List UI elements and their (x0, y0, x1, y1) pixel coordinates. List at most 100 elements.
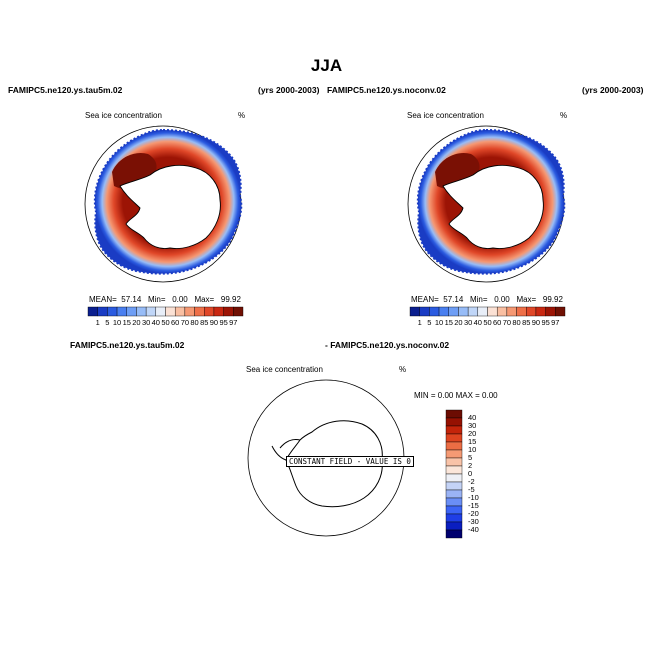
colorbar-swatch (477, 306, 488, 317)
colorbar-swatch (409, 306, 420, 317)
colorbar-swatch (116, 306, 127, 317)
colorbar-tick-label: 85 (522, 318, 531, 327)
difference-field-title: Sea ice concentration (246, 365, 323, 374)
colorbar-swatch (165, 306, 176, 317)
colorbar-swatch (445, 473, 463, 483)
top-right-case-label: FAMIPC5.ne120.ys.noconv.02 (327, 85, 446, 95)
constant-field-note: CONSTANT FIELD - VALUE IS 0 (286, 456, 414, 467)
difference-case-a-label: FAMIPC5.ne120.ys.tau5m.02 (70, 340, 185, 350)
colorbar-swatch (496, 306, 508, 317)
colorbar-tick-label: 70 (502, 318, 512, 327)
top-left-stats: MEAN= 57.14 Min= 0.00 Max= 99.92 (89, 295, 241, 304)
colorbar-swatch (107, 306, 118, 317)
top-left-colorbar (87, 306, 244, 317)
colorbar-tick-label: -15 (468, 501, 479, 510)
colorbar-swatch (445, 441, 463, 451)
colorbar-tick-label: -10 (468, 493, 479, 502)
antarctica-continent (119, 164, 221, 249)
colorbar-tick-label: 10 (434, 318, 444, 327)
colorbar-swatch (535, 306, 546, 317)
colorbar-tick-label: 97 (229, 318, 238, 327)
colorbar-tick-label: 50 (161, 318, 170, 327)
colorbar-swatch (526, 306, 537, 317)
colorbar-tick-label: 70 (180, 318, 190, 327)
antarctic-peninsula (271, 439, 301, 461)
colorbar-tick-label: 80 (512, 318, 521, 327)
colorbar-swatch (506, 306, 517, 317)
colorbar-swatch (233, 306, 244, 317)
colorbar-tick-label: 5 (105, 318, 110, 327)
colorbar-swatch (445, 489, 463, 499)
antarctica-continent (442, 164, 544, 249)
colorbar-tick-label: 20 (132, 318, 141, 327)
difference-minmax: MIN = 0.00 MAX = 0.00 (414, 391, 498, 400)
colorbar-swatch (458, 306, 469, 317)
top-right-polar-map (407, 125, 566, 283)
colorbar-tick-label: 30 (468, 421, 477, 430)
colorbar-swatch (223, 306, 234, 317)
colorbar-tick-label: 2 (468, 461, 473, 470)
season-title: JJA (310, 56, 343, 75)
colorbar-swatch (445, 505, 463, 515)
colorbar-tick-label: -20 (468, 509, 479, 518)
colorbar-swatch (174, 306, 186, 317)
colorbar-swatch (545, 306, 556, 317)
colorbar-tick-label: 5 (468, 453, 473, 462)
colorbar-tick-label: 40 (468, 413, 477, 422)
colorbar-swatch (445, 497, 463, 507)
colorbar-swatch (445, 481, 463, 491)
colorbar-swatch (194, 306, 205, 317)
difference-units: % (399, 365, 407, 374)
top-right-field-title: Sea ice concentration (407, 111, 484, 120)
colorbar-tick-label: 5 (427, 318, 432, 327)
colorbar-swatch (87, 306, 98, 317)
colorbar-swatch (445, 425, 463, 435)
colorbar-tick-label: 1 (417, 318, 422, 327)
colorbar-swatch (467, 306, 479, 317)
colorbar-tick-label: 20 (454, 318, 463, 327)
colorbar-swatch (145, 306, 157, 317)
colorbar-tick-label: 80 (190, 318, 199, 327)
colorbar-tick-label: 50 (483, 318, 492, 327)
colorbar-tick-label: -2 (468, 477, 475, 486)
colorbar-swatch (97, 306, 108, 317)
colorbar-swatch (184, 306, 195, 317)
colorbar-swatch (445, 417, 463, 427)
colorbar-tick-label: 60 (493, 318, 502, 327)
colorbar-tick-label: 10 (112, 318, 122, 327)
top-left-field-title: Sea ice concentration (85, 111, 162, 120)
top-left-units: % (238, 111, 246, 120)
colorbar-swatch (445, 449, 463, 459)
colorbar-tick-label: 40 (151, 318, 160, 327)
colorbar-tick-label: 90 (531, 318, 541, 327)
colorbar-tick-label: 10 (468, 445, 477, 454)
sea-ice-edge-noise (93, 128, 243, 275)
colorbar-swatch (445, 529, 463, 539)
top-right-units: % (560, 111, 568, 120)
colorbar-tick-label: 95 (219, 318, 228, 327)
colorbar-swatch (445, 465, 463, 475)
sea-ice-edge-noise (416, 128, 566, 275)
colorbar-swatch (155, 306, 166, 317)
top-left-polar-map (84, 125, 243, 283)
colorbar-tick-label: -40 (468, 525, 479, 534)
colorbar-swatch (448, 306, 459, 317)
colorbar-tick-label: 15 (122, 318, 131, 327)
colorbar-swatch (126, 306, 137, 317)
colorbar-tick-label: 95 (541, 318, 550, 327)
top-right-years-label: (yrs 2000-2003) (582, 85, 644, 95)
colorbar-swatch (419, 306, 430, 317)
colorbar-tick-label: 15 (468, 437, 477, 446)
colorbar-tick-label: 1 (95, 318, 100, 327)
colorbar-tick-label: 60 (171, 318, 180, 327)
colorbar-swatch (445, 433, 463, 443)
colorbar-tick-label: 30 (463, 318, 473, 327)
colorbar-tick-label: 20 (468, 429, 477, 438)
colorbar-tick-label: 97 (551, 318, 560, 327)
colorbar-tick-label: 40 (473, 318, 482, 327)
colorbar-tick-label: 30 (141, 318, 151, 327)
colorbar-tick-label: 90 (209, 318, 219, 327)
colorbar-swatch (487, 306, 498, 317)
colorbar-swatch (445, 409, 463, 419)
